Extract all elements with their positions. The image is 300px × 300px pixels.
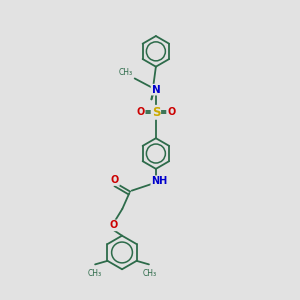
Text: CH₃: CH₃ [118, 68, 132, 77]
Text: O: O [109, 220, 117, 230]
Text: CH₃: CH₃ [142, 268, 157, 278]
Text: O: O [167, 107, 175, 117]
Text: O: O [111, 175, 119, 185]
Text: NH: NH [151, 176, 167, 186]
Text: O: O [136, 107, 145, 117]
Text: CH₃: CH₃ [88, 268, 102, 278]
Text: S: S [152, 106, 160, 119]
Text: N: N [152, 85, 160, 94]
